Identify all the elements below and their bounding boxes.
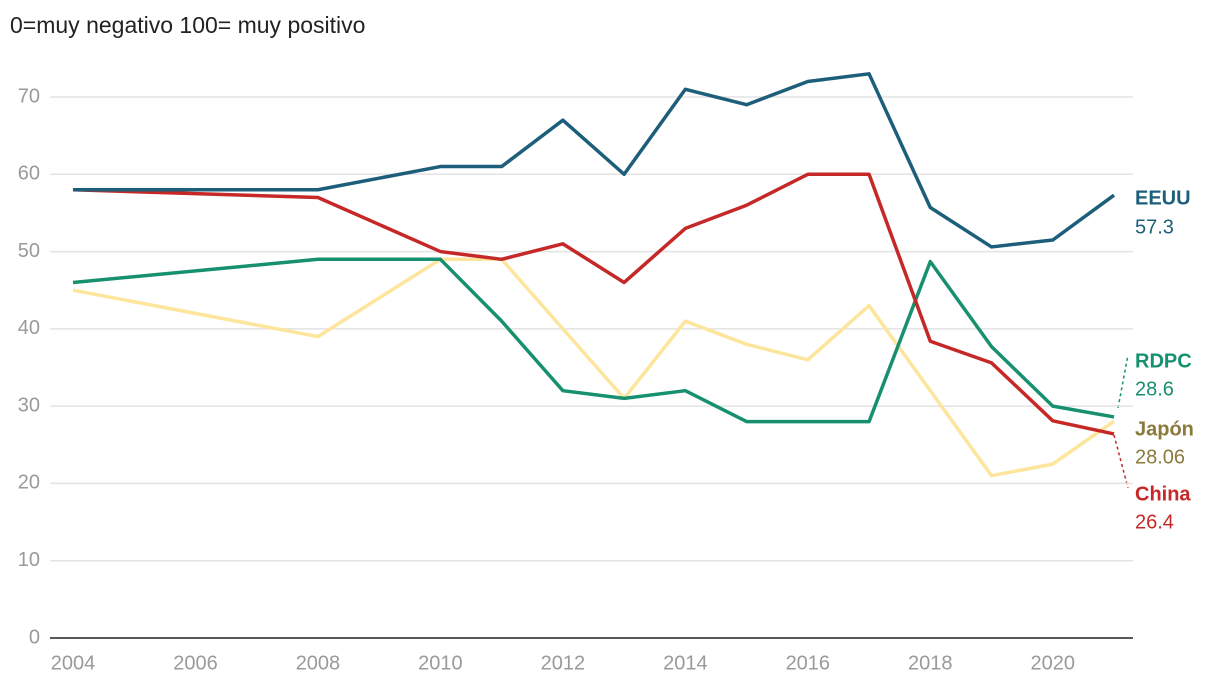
value-label: 26.4 bbox=[1135, 511, 1174, 533]
series-label: Japón bbox=[1135, 418, 1194, 440]
value-label: 28.06 bbox=[1135, 446, 1185, 468]
x-tick-label: 2008 bbox=[296, 652, 341, 674]
y-tick-label: 40 bbox=[18, 317, 40, 339]
x-tick-label: 2004 bbox=[51, 652, 96, 674]
line bbox=[72, 257, 1116, 478]
series-label: China bbox=[1135, 483, 1191, 505]
series-label: EEUU bbox=[1135, 187, 1191, 209]
x-tick-label: 2020 bbox=[1031, 652, 1076, 674]
line bbox=[72, 172, 1115, 436]
x-tick-label: 2012 bbox=[541, 652, 586, 674]
y-tick-label: 20 bbox=[18, 472, 40, 494]
y-tick-label: 30 bbox=[18, 394, 40, 416]
value-label: 57.3 bbox=[1135, 216, 1174, 238]
x-tick-label: 2018 bbox=[908, 652, 953, 674]
x-tick-label: 2006 bbox=[173, 652, 218, 674]
y-tick-label: 70 bbox=[18, 85, 40, 107]
y-tick-label: 60 bbox=[18, 163, 40, 185]
line bbox=[73, 72, 1116, 249]
chart-title: 0=muy negativo 100= muy positivo bbox=[10, 12, 365, 38]
x-tick-label: 2010 bbox=[418, 652, 463, 674]
x-tick-label: 2014 bbox=[663, 652, 708, 674]
x-tick-label: 2016 bbox=[786, 652, 831, 674]
line bbox=[72, 257, 1115, 424]
leader-line bbox=[1113, 434, 1129, 489]
y-tick-label: 10 bbox=[18, 549, 40, 571]
leader-line bbox=[1117, 354, 1129, 409]
value-label: 28.6 bbox=[1135, 378, 1174, 400]
series-label: RDPC bbox=[1135, 350, 1192, 372]
y-tick-label: 50 bbox=[18, 240, 40, 262]
y-tick-label: 0 bbox=[29, 626, 40, 648]
